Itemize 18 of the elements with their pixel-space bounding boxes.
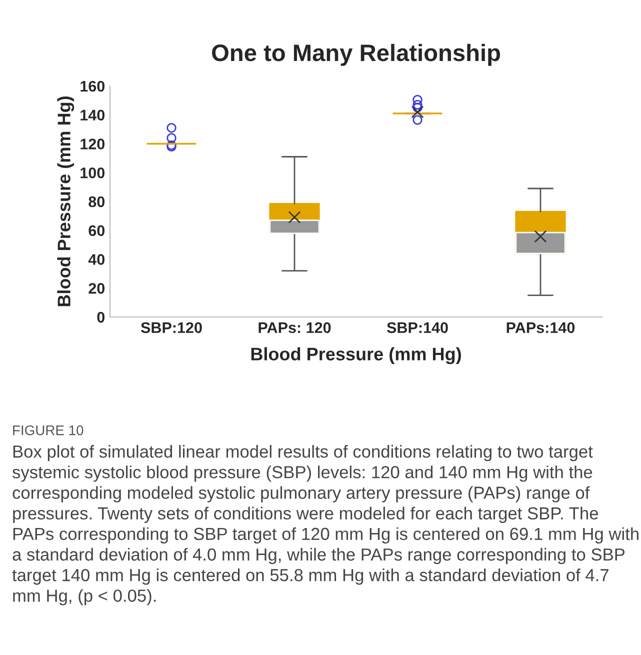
y-tick-label: 140 (80, 110, 105, 121)
y-tick-label: 80 (88, 196, 105, 208)
y-axis-title: Blood Pressure (mm Hg) (57, 96, 74, 306)
x-tick-label: PAPs: 120 (258, 322, 331, 334)
x-tick-label: PAPs:140 (506, 322, 575, 334)
y-tick-label: 160 (80, 80, 105, 92)
y-tick-label: 120 (80, 138, 105, 150)
chart-title: One to Many Relationship (212, 44, 500, 66)
y-tick-label: 60 (88, 225, 105, 236)
x-tick-label: SBP:120 (140, 322, 202, 334)
x-tick-label: SBP:140 (386, 322, 448, 334)
y-tick-label: 40 (88, 254, 105, 265)
caption: FIGURE 10 (13, 425, 84, 436)
y-tick-label: 20 (88, 282, 105, 294)
text: Box plot of simulated linear model results of conditions relating to two target systemic systolic blood pressure (SBP) levels: 120 and 140 mm Hg with the corresponding modeled systolic pulmonary artery pressure (PAPs) range of pressures. Twenty sets of conditions were modeled for each target SBP. The PAPs corresponding to SBP target of 120 mm Hg is centered on 69.1 mm Hg with a standard deviation of 4.0 mm Hg, while the PAPs range corresponding to SBP target 140 mm Hg is centered on 55.8 mm Hg with a standard deviation of 4.7 mm Hg, (p < 0.05). (12, 445, 638, 606)
y-tick-label: 100 (80, 167, 105, 178)
y-tick-label: 0 (97, 312, 105, 323)
x-axis-title: Blood Pressure (mm Hg) (251, 347, 461, 364)
